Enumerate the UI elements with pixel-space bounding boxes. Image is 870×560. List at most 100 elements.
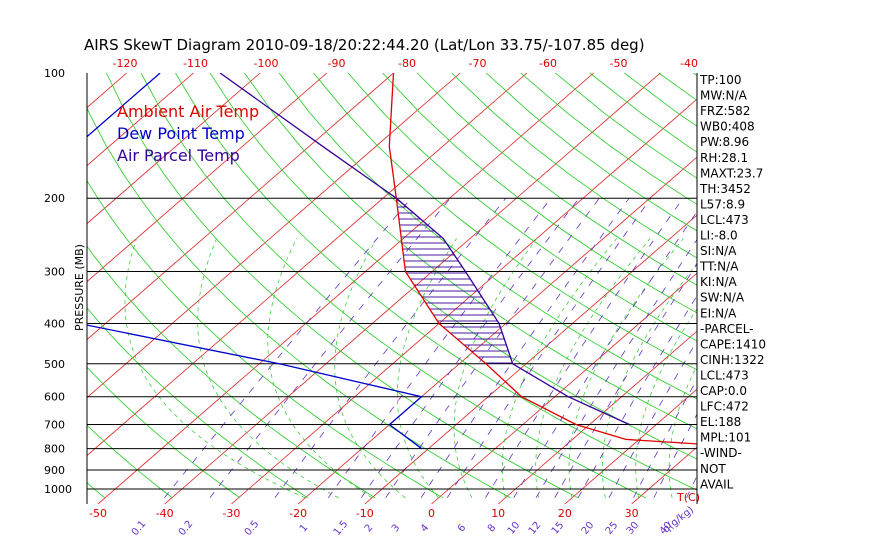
top-temp-tick-label: -120 — [113, 57, 138, 70]
dry-adiabat-line — [209, 73, 697, 460]
dry-adiabat-line — [87, 307, 308, 499]
moist-adiabat-line — [396, 238, 457, 499]
y-axis-label: PRESSURE (MB) — [73, 244, 86, 331]
temp-unit-label: T(C) — [676, 491, 700, 504]
isotherm-line — [87, 73, 128, 109]
mixing-ratio-line — [535, 238, 697, 499]
sounding-index-label: MAXT:23.7 — [700, 166, 763, 180]
pressure-tick-label: 200 — [44, 192, 65, 205]
mixing-ratio-line — [360, 197, 580, 499]
moist-adiabat-line — [535, 238, 651, 498]
isotherm-line — [765, 73, 870, 504]
bottom-temp-tick-label: 10 — [491, 507, 505, 520]
mixing-ratio-line — [513, 211, 697, 499]
mixing-ratio-label: 10 — [506, 520, 523, 537]
moist-adiabat-line — [602, 262, 697, 498]
legend-entry: Air Parcel Temp — [117, 146, 240, 165]
isotherm-line — [87, 73, 528, 457]
sounding-index-label: WB0:408 — [700, 120, 755, 134]
mixing-ratio-line — [164, 197, 412, 499]
sounding-index-label: TP:100 — [699, 73, 742, 87]
pressure-tick-label: 700 — [44, 419, 65, 432]
bottom-temp-tick-label: -10 — [356, 507, 374, 520]
top-temp-tick-label: -40 — [680, 57, 698, 70]
dry-adiabat-line — [0, 73, 37, 498]
sounding-index-label: LCL:473 — [700, 213, 749, 227]
pressure-tick-label: 100 — [44, 67, 65, 80]
mixing-ratio-line — [485, 197, 684, 499]
sounding-index-label: AVAIL — [700, 477, 734, 491]
dry-adiabat-line — [87, 424, 173, 499]
mixing-ratio-unit-label: q(g/kg) — [661, 505, 696, 536]
pressure-tick-label: 900 — [44, 464, 65, 477]
mixing-ratio-line — [446, 197, 652, 499]
sounding-index-label: TH:3452 — [699, 182, 751, 196]
mixing-ratio-label: 20 — [580, 520, 597, 537]
sounding-index-label: MW:N/A — [700, 89, 748, 103]
mixing-ratio-line — [385, 197, 600, 499]
series — [87, 73, 697, 450]
dry-adiabat-line — [416, 73, 697, 286]
isotherm-line — [297, 156, 697, 504]
isotherm-line — [431, 272, 697, 504]
top-temp-tick-label: -90 — [328, 57, 346, 70]
top-temp-tick-label: -50 — [610, 57, 628, 70]
dry-adiabat-line — [106, 73, 579, 499]
sounding-index-label: MPL:101 — [700, 431, 751, 445]
pressure-tick-label: 600 — [44, 391, 65, 404]
bottom-temp-tick-label: 0 — [428, 507, 435, 520]
isotherm-line — [87, 73, 328, 283]
cape-hatch-area — [396, 198, 513, 364]
sounding-index-label: RH:28.1 — [700, 151, 748, 165]
mixing-ratio-label: 8 — [486, 522, 499, 534]
mixing-ratio-label: 25 — [604, 520, 621, 537]
dry-adiabat-line — [244, 73, 697, 430]
dry-adiabat-line — [278, 73, 697, 400]
mixing-ratio-label: 30 — [625, 520, 642, 537]
isotherm-line — [164, 73, 661, 504]
mixing-ratio-label: 4 — [419, 522, 432, 534]
dry-adiabat-line — [87, 366, 241, 499]
dry-adiabat-line — [485, 73, 697, 232]
mixing-ratio-line — [209, 197, 451, 499]
bottom-temp-tick-label: -30 — [222, 507, 240, 520]
sounding-index-label: SW:N/A — [700, 291, 745, 305]
isotherm-line — [832, 73, 870, 504]
legend: Ambient Air Temp Dew Point Temp Air Parcel… — [117, 102, 259, 165]
moist-adiabat-line — [635, 308, 697, 498]
mixing-ratio-label: 3 — [390, 522, 403, 534]
mixing-ratio-line — [327, 197, 552, 499]
isotherm-line — [0, 73, 60, 504]
legend-entry: Ambient Air Temp — [117, 102, 259, 121]
mixing-ratio-label: 1.5 — [332, 519, 351, 538]
dry-adiabat-line — [87, 179, 444, 499]
top-temp-tick-label: -100 — [254, 57, 279, 70]
sounding-index-label: CINH:1322 — [700, 353, 765, 367]
pressure-tick-label: 800 — [44, 443, 65, 456]
isotherm-line — [87, 73, 194, 167]
bottom-temp-tick-label: 30 — [625, 507, 639, 520]
isotherm-line — [87, 73, 394, 341]
sounding-index-label: -WIND- — [700, 446, 742, 460]
isotherm-line — [231, 98, 697, 504]
dry-adiabat-line — [313, 73, 697, 371]
sounding-index-label: EL:188 — [700, 415, 741, 429]
sounding-index-label: SI:N/A — [700, 244, 737, 258]
mixing-ratio-label: 12 — [527, 520, 544, 537]
isotherm-line — [97, 73, 594, 504]
mixing-ratio-label: 15 — [550, 520, 567, 537]
dry-adiabat-line — [762, 73, 870, 498]
top-temp-tick-label: -80 — [398, 57, 416, 70]
dry-adiabat-line — [658, 73, 697, 101]
mixing-ratio-label: 1 — [298, 522, 311, 534]
dry-adiabat-line — [175, 73, 697, 491]
mixing-ratio-label: 6 — [456, 522, 469, 534]
moist-adiabat-line — [668, 364, 697, 498]
pressure-tick-label: 500 — [44, 358, 65, 371]
moist-adiabat-line — [568, 238, 684, 498]
cape-area — [396, 198, 513, 364]
sounding-index-label: KI:N/A — [700, 275, 737, 289]
moist-adiabat-line — [501, 238, 617, 498]
moist-adiabat-line — [197, 238, 339, 499]
